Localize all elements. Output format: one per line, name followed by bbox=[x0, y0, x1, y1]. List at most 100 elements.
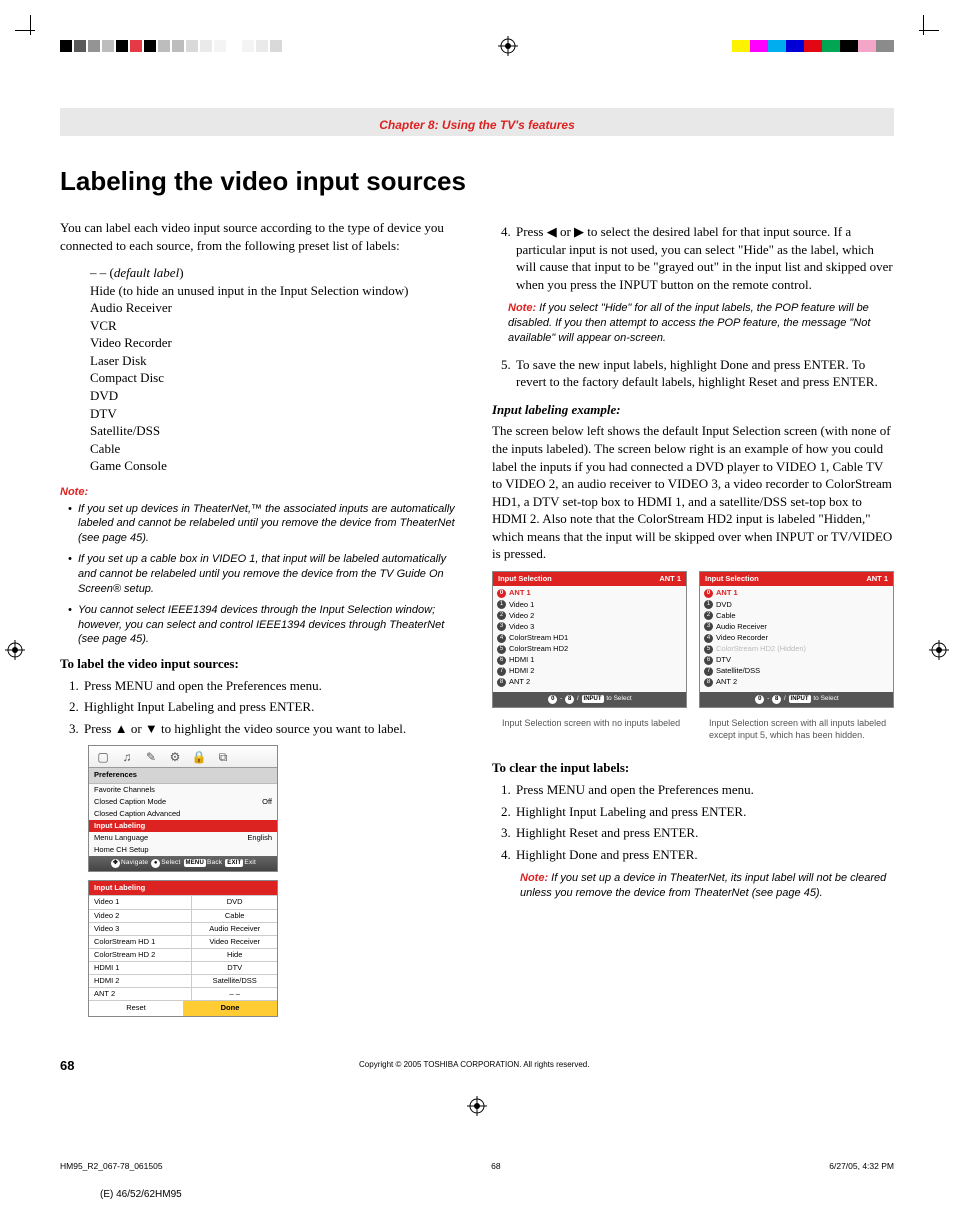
color-swatch bbox=[786, 40, 804, 52]
input-labeling-figure: Input Labeling Video 1DVDVideo 2CableVid… bbox=[88, 880, 278, 1016]
procedure-steps-cont: To save the new input labels, highlight … bbox=[514, 356, 894, 391]
step: Highlight Input Labeling and press ENTER… bbox=[82, 698, 462, 716]
menu-footer-hints: ✥Navigate ●Select MENUBack EXITExit bbox=[89, 856, 277, 871]
edit-tab-icon: ✎ bbox=[141, 749, 161, 765]
color-swatch bbox=[186, 40, 198, 52]
note-header: Note: bbox=[508, 302, 536, 314]
step: Highlight Reset and press ENTER. bbox=[514, 824, 894, 842]
print-page: 68 bbox=[491, 1161, 500, 1172]
color-swatch bbox=[130, 40, 142, 52]
color-swatch bbox=[172, 40, 184, 52]
list-item: 5ColorStream HD2 (Hidden) bbox=[704, 644, 889, 655]
table-row: HDMI 1DTV bbox=[89, 961, 277, 974]
note-text: If you set up a device in TheaterNet, it… bbox=[520, 872, 886, 899]
intro-paragraph: You can label each video input source ac… bbox=[60, 219, 462, 254]
color-swatch bbox=[60, 40, 72, 52]
step: Highlight Done and press ENTER. bbox=[514, 846, 894, 864]
color-swatch bbox=[256, 40, 268, 52]
step: Press MENU and open the Preferences menu… bbox=[82, 677, 462, 695]
table-row: Video 1DVD bbox=[89, 895, 277, 908]
print-timestamp: 6/27/05, 4:32 PM bbox=[829, 1161, 894, 1172]
list-item: 8ANT 2 bbox=[497, 677, 682, 688]
color-swatch bbox=[804, 40, 822, 52]
menu-item-highlighted: Input Labeling bbox=[89, 820, 277, 832]
input-selection-right-figure: Input SelectionANT 1 0ANT 11DVD2Cable3Au… bbox=[699, 571, 894, 708]
menu-item: Closed Caption ModeOff bbox=[89, 796, 277, 808]
color-swatch bbox=[750, 40, 768, 52]
left-column: You can label each video input source ac… bbox=[60, 219, 462, 1026]
registration-mark-icon bbox=[5, 640, 25, 665]
note-text: If you select "Hide" for all of the inpu… bbox=[508, 302, 870, 344]
labels-list: – – (default label) Hide (to hide an unu… bbox=[90, 264, 462, 475]
list-item: 8ANT 2 bbox=[704, 677, 889, 688]
step: Press ▲ or ▼ to highlight the video sour… bbox=[82, 720, 462, 738]
color-swatch bbox=[102, 40, 114, 52]
table-row: ANT 2– – bbox=[89, 987, 277, 1000]
color-swatch bbox=[242, 40, 254, 52]
note-item: You cannot select IEEE1394 devices throu… bbox=[78, 603, 462, 648]
note-item: If you set up devices in TheaterNet,™ th… bbox=[78, 502, 462, 547]
list-item: 0ANT 1 bbox=[704, 588, 889, 599]
list-item: Audio Receiver bbox=[90, 299, 462, 317]
input-selection-left-figure: Input SelectionANT 1 0ANT 11Video 12Vide… bbox=[492, 571, 687, 708]
list-item: 5ColorStream HD2 bbox=[497, 644, 682, 655]
procedure-steps-cont: Press ◀ or ▶ to select the desired label… bbox=[514, 223, 894, 293]
menu-tabs: ▢ ♫ ✎ ⚙ 🔒 ⧉ bbox=[89, 746, 277, 768]
table-row: ColorStream HD 2Hide bbox=[89, 948, 277, 961]
print-filename: HM95_R2_067-78_061505 bbox=[60, 1161, 163, 1172]
note-item: If you set up a cable box in VIDEO 1, th… bbox=[78, 552, 462, 597]
list-item: 4Video Recorder bbox=[704, 632, 889, 643]
note-header: Note: bbox=[520, 872, 548, 884]
reset-button: Reset bbox=[89, 1001, 183, 1015]
page-title: Labeling the video input sources bbox=[60, 164, 894, 199]
color-swatch bbox=[858, 40, 876, 52]
list-item: 6HDMI 1 bbox=[497, 655, 682, 666]
color-swatch bbox=[116, 40, 128, 52]
color-swatch bbox=[876, 40, 894, 52]
preferences-menu-figure: ▢ ♫ ✎ ⚙ 🔒 ⧉ Preferences Favorite Channel… bbox=[88, 745, 278, 872]
color-swatch bbox=[228, 40, 240, 52]
color-swatch bbox=[768, 40, 786, 52]
list-item: 2Cable bbox=[704, 610, 889, 621]
list-item: 1DVD bbox=[704, 599, 889, 610]
figure-footer: 0 - 8 / INPUT to Select bbox=[700, 692, 893, 707]
procedure-steps: Press MENU and open the Preferences menu… bbox=[82, 677, 462, 738]
table-header: Input Labeling bbox=[89, 881, 277, 895]
list-item: – – (default label) bbox=[90, 264, 462, 282]
list-item: 4ColorStream HD1 bbox=[497, 632, 682, 643]
list-item: 6DTV bbox=[704, 655, 889, 666]
procedure-steps: Press MENU and open the Preferences menu… bbox=[514, 781, 894, 863]
done-button: Done bbox=[183, 1001, 277, 1015]
list-item: Compact Disc bbox=[90, 369, 462, 387]
list-item: DTV bbox=[90, 405, 462, 423]
list-item: Hide (to hide an unused input in the Inp… bbox=[90, 282, 462, 300]
color-swatch bbox=[158, 40, 170, 52]
color-swatch bbox=[88, 40, 100, 52]
apps-tab-icon: ⧉ bbox=[213, 749, 233, 765]
list-item: 2Video 2 bbox=[497, 610, 682, 621]
color-swatch bbox=[822, 40, 840, 52]
table-row: HDMI 2Satellite/DSS bbox=[89, 974, 277, 987]
setup-tab-icon: ⚙ bbox=[165, 749, 185, 765]
menu-item: Favorite Channels bbox=[89, 784, 277, 796]
list-item: VCR bbox=[90, 317, 462, 335]
audio-tab-icon: ♫ bbox=[117, 749, 137, 765]
lock-tab-icon: 🔒 bbox=[189, 749, 209, 765]
figure-footer: 0 - 8 / INPUT to Select bbox=[493, 692, 686, 707]
list-item: 3Audio Receiver bbox=[704, 621, 889, 632]
step: Press MENU and open the Preferences menu… bbox=[514, 781, 894, 799]
registration-mark-icon bbox=[929, 640, 949, 665]
color-swatch bbox=[200, 40, 212, 52]
step-4: Press ◀ or ▶ to select the desired label… bbox=[514, 223, 894, 293]
crop-mark bbox=[904, 20, 934, 50]
registration-mark-icon bbox=[498, 36, 518, 61]
menu-item: Menu LanguageEnglish bbox=[89, 832, 277, 844]
figure-caption: Input Selection screen with no inputs la… bbox=[492, 718, 687, 741]
note-header: Note: bbox=[60, 485, 462, 500]
document-page: Chapter 8: Using the TV's features Label… bbox=[0, 0, 954, 1104]
note-list: If you set up devices in TheaterNet,™ th… bbox=[60, 502, 462, 648]
table-row: ColorStream HD 1Video Receiver bbox=[89, 935, 277, 948]
note-block: Note: If you select "Hide" for all of th… bbox=[508, 301, 894, 346]
list-item: 7HDMI 2 bbox=[497, 666, 682, 677]
procedure-header: To clear the input labels: bbox=[492, 759, 894, 777]
